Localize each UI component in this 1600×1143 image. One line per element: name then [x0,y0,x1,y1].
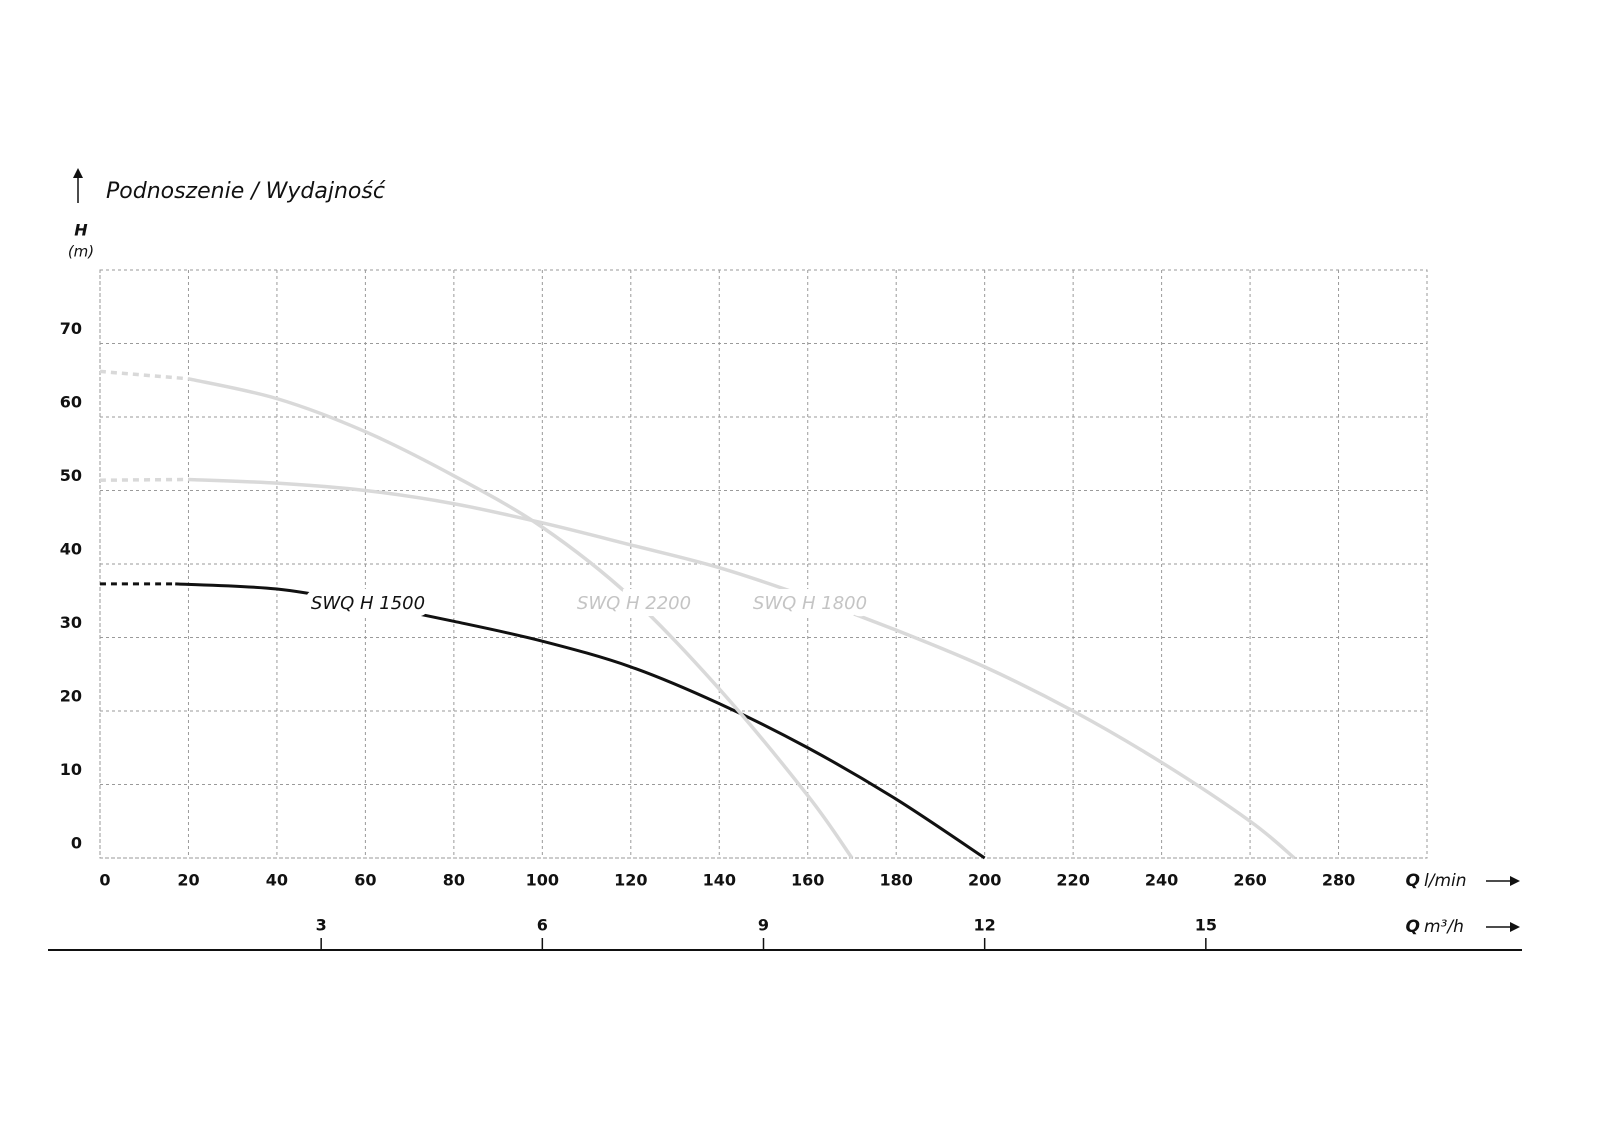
y-tick-label: 20 [60,687,82,706]
y-tick-label: 50 [60,466,82,485]
x-arrow-head [1510,876,1520,886]
y-tick-label: 10 [60,760,82,779]
y-tick-label: 0 [71,834,82,853]
x-tick-label: 100 [526,871,559,890]
x2-unit: m³/h [1424,917,1464,937]
x-tick-label: 140 [703,871,736,890]
x-tick-label: 120 [614,871,647,890]
x-tick-label: 260 [1233,871,1266,890]
x2-tick-label: 15 [1195,916,1217,935]
x2-tick-label: 9 [758,916,769,935]
y-unit: (m) [68,243,94,261]
y-label: H [74,221,88,240]
x-tick-label: 220 [1056,871,1089,890]
x-tick-label: 240 [1145,871,1178,890]
curve [188,477,1296,860]
x-tick-label: 160 [791,871,824,890]
x-tick-label: 280 [1322,871,1355,890]
x-tick-label: 0 [99,871,110,890]
x-label: Q [1406,871,1420,891]
x-tick-label: 200 [968,871,1001,890]
chart-title: Podnoszenie / Wydajność [106,179,386,204]
x2-arrow-head [1510,922,1520,932]
y-arrow-head [73,168,83,178]
curve-dashed [99,369,189,381]
x-tick-label: 20 [177,871,199,890]
x2-tick-label: 3 [316,916,327,935]
x2-label: Q [1406,917,1420,937]
curve-dashed [99,477,189,482]
x-tick-label: 180 [879,871,912,890]
x-tick-label: 80 [443,871,465,890]
y-tick-label: 40 [60,540,82,559]
y-tick-label: 70 [60,319,82,338]
curve [188,377,854,860]
curve [175,582,986,860]
y-tick-label: 30 [60,613,82,632]
x2-tick-label: 12 [974,916,996,935]
y-tick-label: 60 [60,393,82,412]
x2-tick-label: 6 [537,916,548,935]
curve-label: SWQ H 1500 [311,593,425,614]
x-unit: l/min [1424,871,1467,891]
x-tick-label: 60 [354,871,376,890]
curve-label: SWQ H 1800 [753,593,867,614]
curve-label: SWQ H 2200 [577,593,691,614]
x-tick-label: 40 [266,871,288,890]
